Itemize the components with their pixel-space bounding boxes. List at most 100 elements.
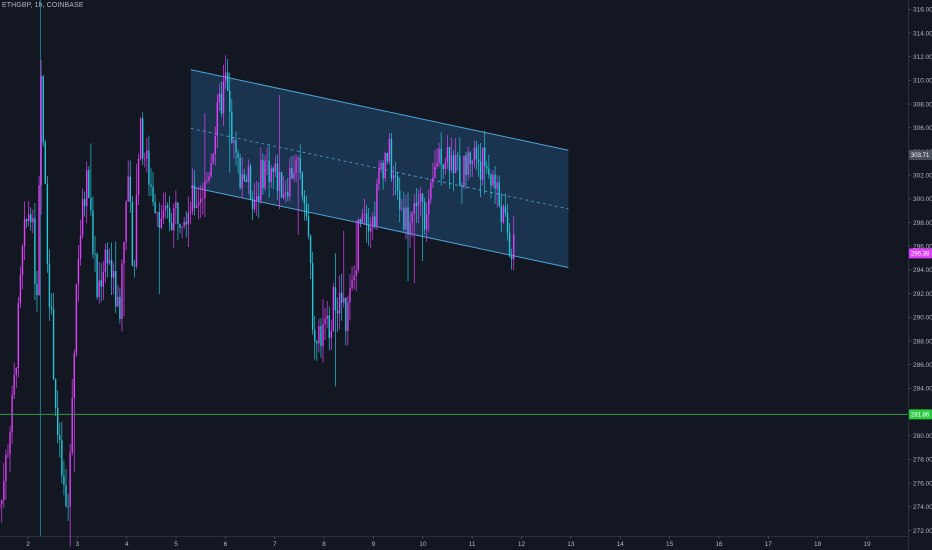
price-tick-label: 278.00: [913, 457, 932, 464]
candle: [513, 216, 515, 271]
candle: [216, 94, 219, 149]
candle-body: [374, 216, 376, 227]
candle-body: [425, 214, 428, 230]
candle-body: [473, 147, 476, 161]
price-tick-label: 300.00: [913, 196, 932, 203]
candle-body: [293, 173, 295, 179]
candle-body: [214, 136, 216, 155]
candle: [340, 273, 343, 321]
candle-body: [191, 185, 194, 212]
candle: [351, 266, 353, 291]
candle-body: [251, 198, 254, 210]
candle-body: [324, 318, 326, 324]
candle-body: [100, 280, 102, 287]
candle-body: [247, 166, 250, 182]
candle-body: [502, 206, 505, 223]
candle: [459, 137, 461, 187]
candle: [231, 99, 233, 145]
candle: [355, 220, 357, 292]
candle: [23, 201, 26, 261]
candle-body: [403, 208, 405, 230]
candle-body: [454, 155, 457, 173]
current-price-badge-label: 295.38: [911, 252, 930, 258]
time-tick-label: 16: [715, 541, 723, 548]
candle-body: [25, 218, 28, 222]
candle-body: [241, 174, 243, 188]
time-tick-label: 9: [372, 541, 376, 548]
candle: [112, 262, 115, 295]
candle-body: [481, 147, 484, 180]
candle-body: [494, 174, 496, 189]
candle: [79, 219, 82, 266]
candle: [506, 203, 509, 241]
candle: [303, 189, 306, 221]
candle: [486, 161, 488, 174]
candle-body: [498, 182, 500, 206]
candle-body: [399, 190, 401, 210]
candle: [330, 319, 333, 350]
price-tick-label: 308.00: [913, 101, 932, 108]
symbol-legend[interactable]: ETHGBP, 1h, COINBASE: [2, 2, 84, 9]
candle-body: [202, 198, 204, 199]
candle: [210, 153, 212, 179]
candle-body: [345, 297, 347, 332]
candle-body: [419, 193, 422, 202]
candle-body: [212, 154, 214, 163]
candle-body: [475, 147, 478, 160]
candle: [17, 296, 20, 378]
candle-body: [183, 221, 185, 227]
candle: [394, 162, 397, 195]
current-price-badge-bg: [909, 248, 932, 259]
candle: [173, 203, 175, 249]
candle: [488, 154, 490, 179]
candle-body: [160, 218, 163, 228]
candle: [411, 211, 413, 238]
price-tick-label: 292.00: [913, 291, 932, 298]
candle: [396, 172, 399, 200]
candle-body: [200, 198, 202, 203]
candle-body: [3, 481, 5, 501]
candle: [241, 157, 243, 198]
candle: [171, 212, 173, 231]
support-price-badge-label: 281.86: [911, 413, 930, 419]
price-tick-label: 302.00: [913, 172, 932, 179]
candle-body: [239, 157, 241, 188]
candle: [508, 222, 511, 258]
candle: [475, 140, 478, 170]
candle: [388, 133, 391, 165]
candle-body: [23, 218, 26, 247]
candle-body: [467, 152, 469, 175]
candle-body: [463, 155, 465, 187]
candle-body: [394, 175, 397, 177]
candle-body: [79, 235, 82, 260]
candle-body: [46, 183, 49, 264]
time-axis[interactable]: 2 3 4 5 6 7 8 9 10 11 12 13 14 15 16 17 18 19: [26, 536, 871, 548]
candle-body: [123, 241, 125, 264]
candle-body: [235, 140, 237, 153]
candle-body: [197, 202, 200, 206]
candle: [148, 135, 150, 197]
time-tick-label: 17: [765, 541, 773, 548]
candle-body: [36, 284, 38, 296]
candle: [239, 153, 241, 191]
candle: [117, 285, 119, 308]
candle: [40, 60, 42, 215]
candle-body: [69, 452, 71, 507]
candle: [115, 241, 117, 313]
candle-body: [446, 147, 449, 163]
candle: [108, 248, 111, 265]
candle: [146, 137, 148, 173]
candle: [38, 176, 40, 296]
candle: [177, 202, 179, 241]
candle: [243, 168, 245, 182]
candle-body: [388, 138, 391, 162]
price-axis[interactable]: 272.00274.00276.00278.00280.00282.00284.…: [908, 7, 932, 535]
price-tick-label: 298.00: [913, 220, 932, 227]
price-tick-label: 274.00: [913, 504, 932, 511]
candle: [46, 176, 49, 273]
candle-body: [222, 81, 225, 114]
candle-body: [77, 259, 80, 285]
marker-price-badge-bg: [909, 150, 932, 161]
